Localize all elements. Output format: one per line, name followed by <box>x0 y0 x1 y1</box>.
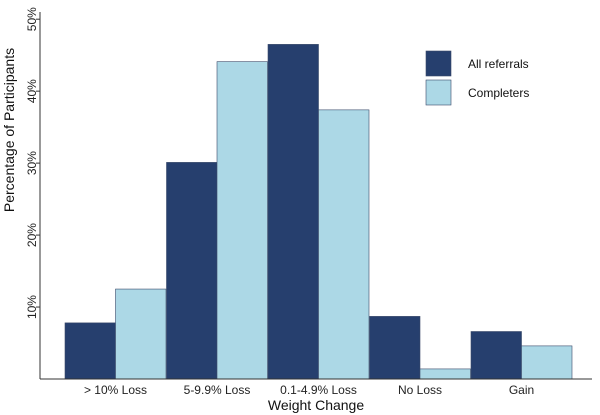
x-tick-label: No Loss <box>398 383 442 397</box>
bar-completers <box>521 345 573 380</box>
x-tick-label: Gain <box>509 383 534 397</box>
y-tick-label: 40% <box>25 79 39 103</box>
x-tick-label: 0.1-4.9% Loss <box>280 383 357 397</box>
bar-all-referrals <box>369 316 421 380</box>
bar-completers <box>419 368 471 380</box>
y-tick-label: 10% <box>25 295 39 319</box>
bar-completers <box>216 61 268 380</box>
bar-completers <box>115 288 167 380</box>
legend-label: All referrals <box>468 57 529 71</box>
x-axis-tick-labels: > 10% Loss 5-9.9% Loss 0.1-4.9% Loss No Los… <box>84 383 534 397</box>
bar-all-referrals <box>267 44 319 380</box>
x-tick-label: 5-9.9% Loss <box>184 383 251 397</box>
bar-all-referrals <box>166 162 218 380</box>
legend-swatch <box>425 50 452 77</box>
legend-label: Completers <box>468 86 529 100</box>
legend: All referrals Completers <box>425 50 529 106</box>
bar-series <box>64 44 573 380</box>
bar-all-referrals <box>470 331 522 380</box>
y-tick-label: 30% <box>25 151 39 175</box>
y-axis-ticks: 10% 20% 30% 40% 50% <box>25 7 40 319</box>
y-tick-label: 50% <box>25 7 39 31</box>
y-axis-title: Percentage of Participants <box>1 48 17 212</box>
legend-swatch <box>425 79 452 106</box>
bar-all-referrals <box>64 322 116 380</box>
y-tick-label: 20% <box>25 223 39 247</box>
x-tick-label: > 10% Loss <box>84 383 147 397</box>
x-axis-title: Weight Change <box>268 397 364 413</box>
bar-completers <box>318 109 370 380</box>
